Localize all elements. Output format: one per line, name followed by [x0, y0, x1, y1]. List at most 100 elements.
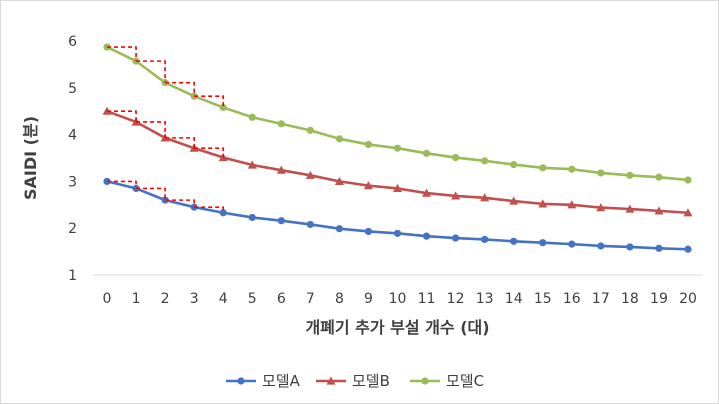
- dashed-step-line: [107, 46, 224, 108]
- data-point: [654, 206, 664, 215]
- data-point: [597, 169, 605, 177]
- data-point: [510, 160, 518, 169]
- x-tick-label: 20: [679, 291, 697, 307]
- data-point: [655, 173, 663, 181]
- data-point: [626, 171, 634, 179]
- y-tick-label: 5: [68, 81, 77, 97]
- data-point: [277, 217, 285, 225]
- data-point: [568, 240, 576, 248]
- x-tick-label: 2: [161, 291, 170, 307]
- data-point: [539, 239, 547, 247]
- y-tick-label: 6: [68, 34, 77, 50]
- x-tick-label: 14: [505, 291, 523, 307]
- x-tick-label: 7: [306, 291, 315, 307]
- x-tick-label: 3: [190, 291, 199, 307]
- data-point: [363, 181, 373, 190]
- data-point: [422, 232, 431, 240]
- data-point: [597, 242, 605, 250]
- y-tick-label: 4: [68, 128, 77, 144]
- data-point: [684, 245, 692, 253]
- data-point: [451, 191, 461, 200]
- legend-label: 모델C: [446, 372, 484, 390]
- data-point: [625, 204, 635, 213]
- legend-marker: [421, 377, 429, 385]
- series-line: [106, 109, 689, 215]
- data-point: [626, 243, 634, 251]
- data-point: [538, 199, 548, 208]
- data-point: [364, 227, 373, 236]
- legend-marker: [326, 376, 336, 385]
- data-point: [422, 149, 431, 157]
- legend-item-3: 모델C: [410, 372, 484, 390]
- data-point: [248, 113, 256, 121]
- data-point: [277, 120, 285, 128]
- x-tick-label: 9: [364, 291, 373, 307]
- data-point: [393, 144, 402, 152]
- data-point: [335, 225, 343, 233]
- x-axis-ticks: 0 1 2 3 4 5 6 7 8 9 10 11 12 13 14 15 16 17 18 19 20: [103, 291, 697, 307]
- x-tick-label: 6: [277, 291, 286, 307]
- data-point: [393, 183, 402, 193]
- data-point: [219, 103, 227, 112]
- data-point: [335, 135, 343, 143]
- data-point: [596, 203, 606, 212]
- dashed-step-line: [107, 180, 224, 213]
- legend-marker: [237, 377, 245, 385]
- y-axis-title: SAIDI (분): [21, 116, 40, 200]
- data-point: [683, 208, 693, 217]
- y-tick-label: 3: [68, 174, 77, 190]
- x-tick-label: 11: [418, 291, 436, 307]
- series-line: [106, 45, 689, 182]
- y-tick-label: 1: [68, 268, 77, 284]
- data-point: [481, 235, 489, 244]
- x-tick-label: 5: [248, 291, 257, 307]
- data-point: [393, 229, 402, 237]
- x-tick-label: 1: [132, 291, 141, 307]
- series-1: [103, 177, 692, 253]
- data-point: [481, 157, 489, 165]
- data-point: [452, 234, 460, 242]
- data-point: [422, 188, 432, 197]
- x-tick-label: 19: [650, 291, 668, 307]
- data-point: [510, 237, 518, 245]
- y-tick-label: 2: [68, 221, 77, 237]
- x-tick-label: 13: [476, 291, 494, 307]
- data-point: [248, 213, 256, 222]
- data-point: [247, 160, 257, 169]
- y-axis-ticks: 1 2 3 4 5 6: [68, 34, 77, 284]
- x-tick-label: 15: [534, 291, 552, 307]
- data-point: [539, 164, 547, 172]
- data-point: [509, 196, 519, 205]
- data-point: [480, 193, 490, 202]
- x-tick-label: 18: [621, 291, 639, 307]
- legend: 모델A 모델B 모델C: [226, 372, 484, 390]
- x-axis-title: 개폐기 추가 부설 개수 (대): [305, 318, 489, 337]
- series-layer: [102, 43, 693, 253]
- data-point: [364, 140, 373, 149]
- x-tick-label: 17: [592, 291, 610, 307]
- data-point: [276, 165, 286, 174]
- legend-label: 모델A: [262, 372, 301, 390]
- legend-item-1: 모델A: [226, 372, 301, 390]
- data-point: [452, 153, 460, 162]
- data-point: [334, 176, 344, 185]
- data-point: [219, 209, 227, 217]
- x-tick-label: 0: [103, 291, 112, 307]
- dashed-step-line: [107, 110, 224, 158]
- series-3: [103, 43, 692, 184]
- x-tick-label: 4: [219, 291, 228, 307]
- data-point: [684, 176, 692, 184]
- series-2: [102, 106, 693, 217]
- x-tick-label: 16: [563, 291, 581, 307]
- x-tick-label: 12: [447, 291, 465, 307]
- data-point: [306, 220, 314, 229]
- data-point: [568, 165, 576, 173]
- legend-label: 모델B: [352, 372, 390, 390]
- x-tick-label: 10: [389, 291, 407, 307]
- data-point: [306, 126, 314, 134]
- data-point: [305, 170, 315, 179]
- legend-item-2: 모델B: [316, 372, 390, 390]
- step-annotations: [107, 46, 224, 213]
